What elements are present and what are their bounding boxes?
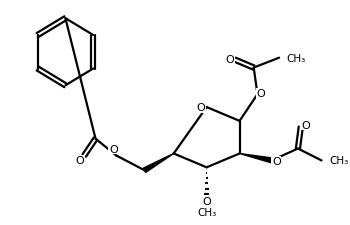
Text: O: O [301,120,310,130]
Text: O: O [197,103,205,112]
Text: O: O [75,156,84,166]
Polygon shape [144,154,174,173]
Text: O: O [226,54,234,64]
Text: O: O [202,196,211,206]
Polygon shape [240,154,272,163]
Text: O: O [272,157,281,167]
Text: O: O [109,144,118,154]
Text: CH₃: CH₃ [287,54,306,63]
Text: CH₃: CH₃ [197,207,216,217]
Text: O: O [257,89,266,99]
Text: CH₃: CH₃ [329,156,348,166]
